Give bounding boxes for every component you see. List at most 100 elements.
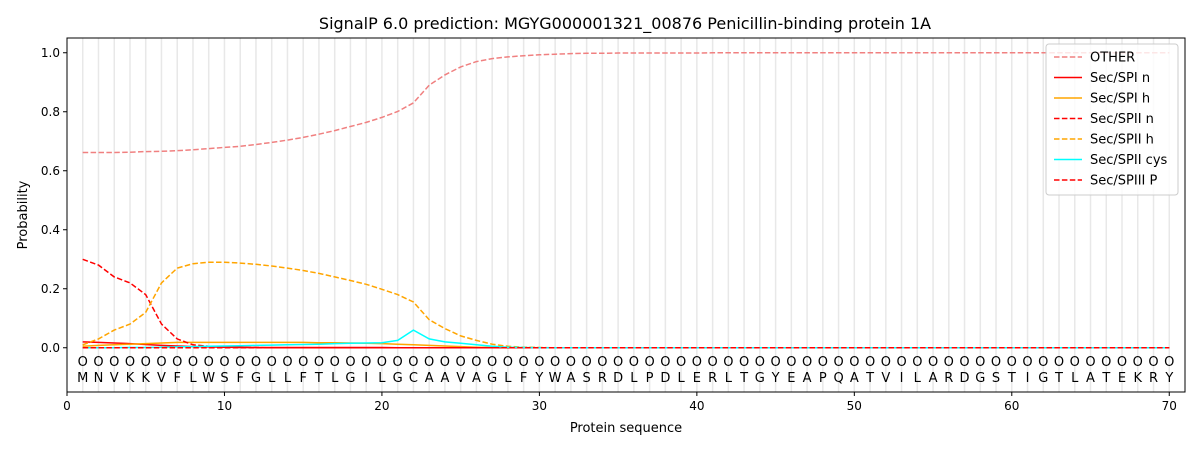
region-label: O	[282, 355, 292, 370]
region-label: O	[109, 355, 119, 370]
region-label: O	[944, 355, 954, 370]
x-tick-label: 70	[1162, 399, 1177, 413]
x-tick-label: 40	[689, 399, 704, 413]
region-label: O	[566, 355, 576, 370]
region-label: O	[298, 355, 308, 370]
y-tick-label: 0.8	[41, 105, 60, 119]
region-label: O	[204, 355, 214, 370]
region-label: O	[959, 355, 969, 370]
series-line-sec-spii-h	[82, 261, 1170, 349]
region-label: O	[802, 355, 812, 370]
region-label: O	[440, 355, 450, 370]
legend-label: Sec/SPII n	[1090, 112, 1154, 127]
region-label: O	[1022, 355, 1032, 370]
region-label: O	[723, 355, 733, 370]
region-label: O	[770, 355, 780, 370]
x-tick-label: 30	[532, 399, 547, 413]
x-tick-label: 50	[847, 399, 862, 413]
region-label: O	[456, 355, 466, 370]
region-label: O	[1054, 355, 1064, 370]
y-tick-label: 0.6	[41, 164, 60, 178]
region-label: O	[93, 355, 103, 370]
plot-frame	[66, 37, 1186, 393]
region-label: O	[550, 355, 560, 370]
region-label: O	[849, 355, 859, 370]
x-axis-label: Protein sequence	[570, 421, 682, 436]
region-label: O	[235, 355, 245, 370]
legend-box	[1045, 43, 1179, 196]
region-label: O	[707, 355, 717, 370]
y-tick-label: 0.2	[41, 282, 60, 296]
region-label: O	[471, 355, 481, 370]
region-label: O	[912, 355, 922, 370]
region-label: O	[487, 355, 497, 370]
y-tick-label: 0.0	[41, 341, 60, 355]
legend-label: Sec/SPIII P	[1090, 174, 1158, 189]
region-label: O	[519, 355, 529, 370]
region-label: O	[629, 355, 639, 370]
region-label: O	[188, 355, 198, 370]
region-label: O	[881, 355, 891, 370]
region-label: O	[676, 355, 686, 370]
region-label: O	[345, 355, 355, 370]
series-line-other	[82, 52, 1170, 154]
region-label: O	[739, 355, 749, 370]
region-label: O	[991, 355, 1001, 370]
y-tick-label: 1.0	[41, 46, 60, 60]
legend-label: Sec/SPII h	[1090, 133, 1154, 148]
region-label: O	[219, 355, 229, 370]
region-label: O	[1101, 355, 1111, 370]
region-label: O	[314, 355, 324, 370]
region-label: O	[692, 355, 702, 370]
legend-label: Sec/SPI h	[1090, 92, 1150, 107]
region-label: O	[786, 355, 796, 370]
region-label: O	[833, 355, 843, 370]
region-label: O	[896, 355, 906, 370]
protein-sequence: MNVKKVFLWSFGLLFTLGILGCAAVAGLFYWASRDLPDLE…	[77, 371, 1173, 386]
region-label: O	[582, 355, 592, 370]
series-line-sec-spii-cys	[82, 329, 1170, 349]
series-line-sec-spii-n	[82, 258, 1170, 349]
region-label: O	[156, 355, 166, 370]
region-label: O	[377, 355, 387, 370]
legend-label: OTHER	[1090, 51, 1135, 66]
legend-label: Sec/SPII cys	[1090, 153, 1168, 168]
region-label: O	[1148, 355, 1158, 370]
region-label: O	[408, 355, 418, 370]
x-tick-label: 20	[374, 399, 389, 413]
region-label: O	[928, 355, 938, 370]
region-label: O	[361, 355, 371, 370]
region-label: O	[172, 355, 182, 370]
region-label: O	[645, 355, 655, 370]
region-label: O	[393, 355, 403, 370]
legend-label: Sec/SPI n	[1090, 71, 1150, 86]
y-tick-label: 0.4	[41, 223, 60, 237]
x-tick-label: 60	[1004, 399, 1019, 413]
region-label: O	[503, 355, 513, 370]
region-label: O	[975, 355, 985, 370]
region-label: O	[1133, 355, 1143, 370]
region-label: O	[78, 355, 88, 370]
region-label: O	[125, 355, 135, 370]
region-label: O	[1007, 355, 1017, 370]
region-label: O	[818, 355, 828, 370]
region-label: O	[1038, 355, 1048, 370]
chart-title: SignalP 6.0 prediction: MGYG000001321_00…	[319, 14, 931, 34]
region-label: O	[1070, 355, 1080, 370]
region-label: O	[141, 355, 151, 370]
region-label: O	[865, 355, 875, 370]
region-label: O	[1117, 355, 1127, 370]
y-axis-label: Probability	[16, 180, 31, 249]
region-label: O	[613, 355, 623, 370]
region-label: O	[755, 355, 765, 370]
x-tick-label: 10	[217, 399, 232, 413]
region-label: O	[1164, 355, 1174, 370]
region-label: O	[424, 355, 434, 370]
region-label: O	[534, 355, 544, 370]
x-tick-label: 0	[63, 399, 71, 413]
region-label: O	[251, 355, 261, 370]
region-label: O	[1085, 355, 1095, 370]
legend: OTHER Sec/SPI n Sec/SPI h Sec/SPII n Sec/SPI…	[1045, 43, 1179, 196]
region-label: O	[267, 355, 277, 370]
